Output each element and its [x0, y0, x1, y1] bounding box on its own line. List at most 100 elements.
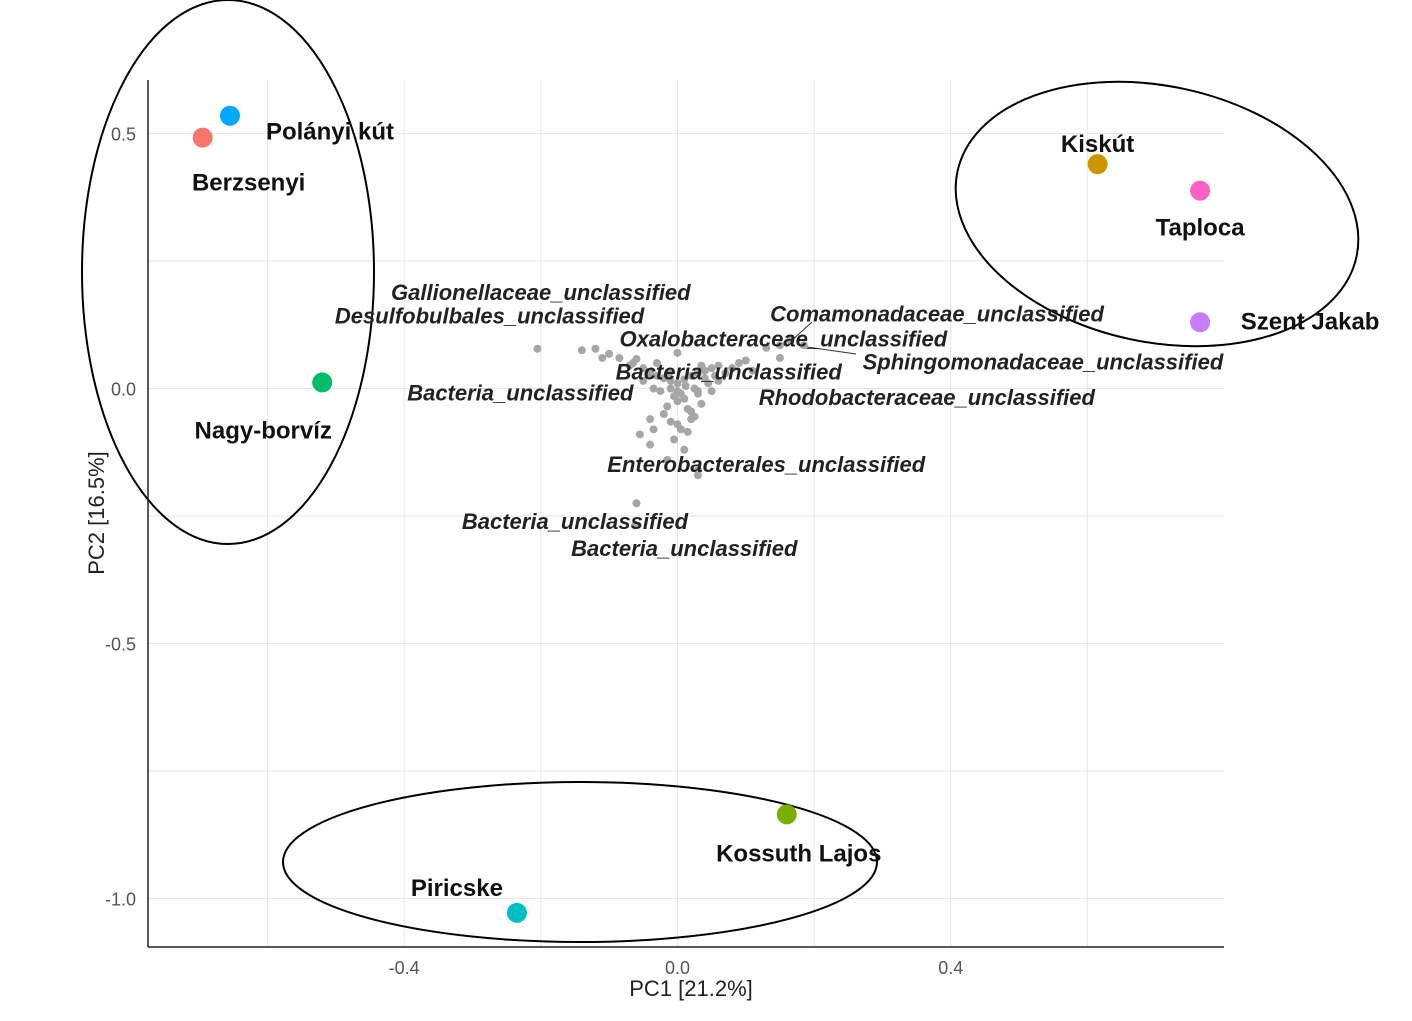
site-point-nagy-borviz — [312, 372, 333, 393]
site-label-nagy-borviz: Nagy-borvíz — [195, 417, 332, 444]
y-tick-label: 0.0 — [111, 380, 136, 400]
taxon-point — [670, 435, 679, 444]
taxon-point — [659, 374, 668, 383]
taxon-point — [673, 348, 682, 357]
taxon-label: Enterobacterales_unclassified — [607, 452, 925, 477]
x-axis-title: PC1 [21.2%] — [629, 976, 753, 1001]
taxon-point — [652, 359, 661, 368]
site-point-polanyi-kut — [219, 105, 240, 126]
taxon-label: Sphingomonadaceae_unclassified — [863, 350, 1224, 375]
taxon-point — [687, 371, 696, 380]
site-point-piricske — [506, 902, 527, 923]
site-label-kiskut: Kiskút — [1061, 131, 1134, 158]
taxon-point — [605, 349, 614, 358]
taxon-point — [649, 384, 658, 393]
taxon-point — [666, 417, 675, 426]
group-ellipse-2 — [954, 80, 1360, 348]
taxon-point — [680, 375, 689, 384]
site-point-berzsenyi — [192, 127, 213, 148]
taxon-point — [775, 353, 784, 362]
taxon-point — [707, 387, 716, 396]
site-point-szent-jakab — [1190, 312, 1211, 333]
taxon-point — [693, 471, 702, 480]
site-point-taploca — [1190, 180, 1211, 201]
taxon-point — [598, 353, 607, 362]
taxon-label: Desulfobulbales_unclassified — [335, 304, 645, 329]
taxon-point — [680, 394, 689, 403]
taxon-point — [639, 364, 648, 373]
y-tick-label: -1.0 — [105, 890, 136, 910]
x-tick-label: 0.4 — [938, 958, 963, 978]
site-labels: Polányi kút Berzsenyi Nagy-borvíz Kiskút Tap… — [192, 119, 1379, 902]
taxon-point — [639, 376, 648, 385]
taxon-point — [656, 387, 665, 396]
taxon-point — [665, 369, 674, 378]
taxon-point — [697, 361, 706, 370]
taxon-point — [693, 369, 702, 378]
taxon-point — [714, 361, 723, 370]
site-label-polanyi-kut: Polányi kút — [266, 119, 394, 146]
group-ellipse-1 — [81, 0, 375, 545]
taxon-point — [707, 364, 716, 373]
taxon-point — [646, 415, 655, 424]
taxon-point — [697, 399, 706, 408]
taxon-point — [649, 425, 658, 434]
taxon-point — [663, 402, 672, 411]
site-points — [192, 105, 1211, 923]
taxon-point — [666, 384, 675, 393]
site-point-kiskut — [1087, 154, 1108, 175]
taxon-point — [673, 379, 682, 388]
taxon-point — [687, 415, 696, 424]
axes — [147, 80, 1224, 948]
taxon-point — [615, 353, 624, 362]
taxon-point — [676, 425, 685, 434]
taxon-point — [775, 341, 784, 350]
taxon-point — [786, 336, 795, 345]
x-tick-label: -0.4 — [389, 958, 420, 978]
taxon-label: Bacteria_unclassified — [616, 360, 843, 385]
taxon-point — [577, 346, 586, 355]
taxon-point — [659, 410, 668, 419]
y-tick-label: 0.5 — [111, 125, 136, 145]
taxon-label: Comamonadaceae_unclassified — [770, 302, 1104, 327]
taxon-point — [741, 356, 750, 365]
taxon-label: Bacteria_unclassified — [571, 536, 798, 561]
taxon-point — [663, 455, 672, 464]
taxon-point — [629, 359, 638, 368]
taxon-point — [714, 376, 723, 385]
taxon-point — [728, 364, 737, 373]
taxon-label: Rhodobacteraceae_unclassified — [759, 385, 1096, 410]
site-label-szent-jakab: Szent Jakab — [1241, 308, 1380, 335]
taxon-point — [721, 369, 730, 378]
taxon-label: Bacteria_unclassified — [407, 381, 634, 406]
group-ellipses — [81, 0, 1360, 943]
taxon-point — [704, 379, 713, 388]
taxon-label: Oxalobacteraceae_unclassified — [619, 327, 947, 352]
taxa-labels: Gallionellaceae_unclassifiedDesulfobulba… — [335, 280, 1224, 561]
taxon-point — [799, 341, 808, 350]
taxon-point — [632, 499, 641, 508]
taxon-point — [681, 382, 690, 390]
leader-line — [799, 345, 857, 355]
taxon-label: Bacteria_unclassified — [462, 509, 689, 534]
grid-lines — [148, 80, 1224, 947]
taxon-label: Gallionellaceae_unclassified — [391, 280, 691, 305]
site-label-berzsenyi: Berzsenyi — [192, 170, 305, 197]
taxon-point — [666, 376, 675, 385]
taxon-point — [646, 440, 655, 449]
taxa-points — [533, 336, 808, 530]
tick-labels: -0.4 0.0 0.4 0.5 0.0 -0.5 -1.0 — [105, 125, 963, 978]
taxon-point — [683, 427, 692, 436]
taxon-point — [591, 344, 600, 353]
taxon-point — [652, 371, 661, 380]
x-tick-label: 0.0 — [665, 958, 690, 978]
y-tick-label: -0.5 — [105, 635, 136, 655]
y-axis-title: PC2 [16.5%] — [84, 451, 109, 575]
taxon-point — [690, 384, 699, 393]
taxon-point — [646, 369, 655, 378]
site-label-piricske: Piricske — [411, 875, 503, 902]
taxon-point — [533, 344, 542, 353]
taxon-point — [734, 359, 743, 368]
group-ellipse-3 — [282, 781, 878, 943]
